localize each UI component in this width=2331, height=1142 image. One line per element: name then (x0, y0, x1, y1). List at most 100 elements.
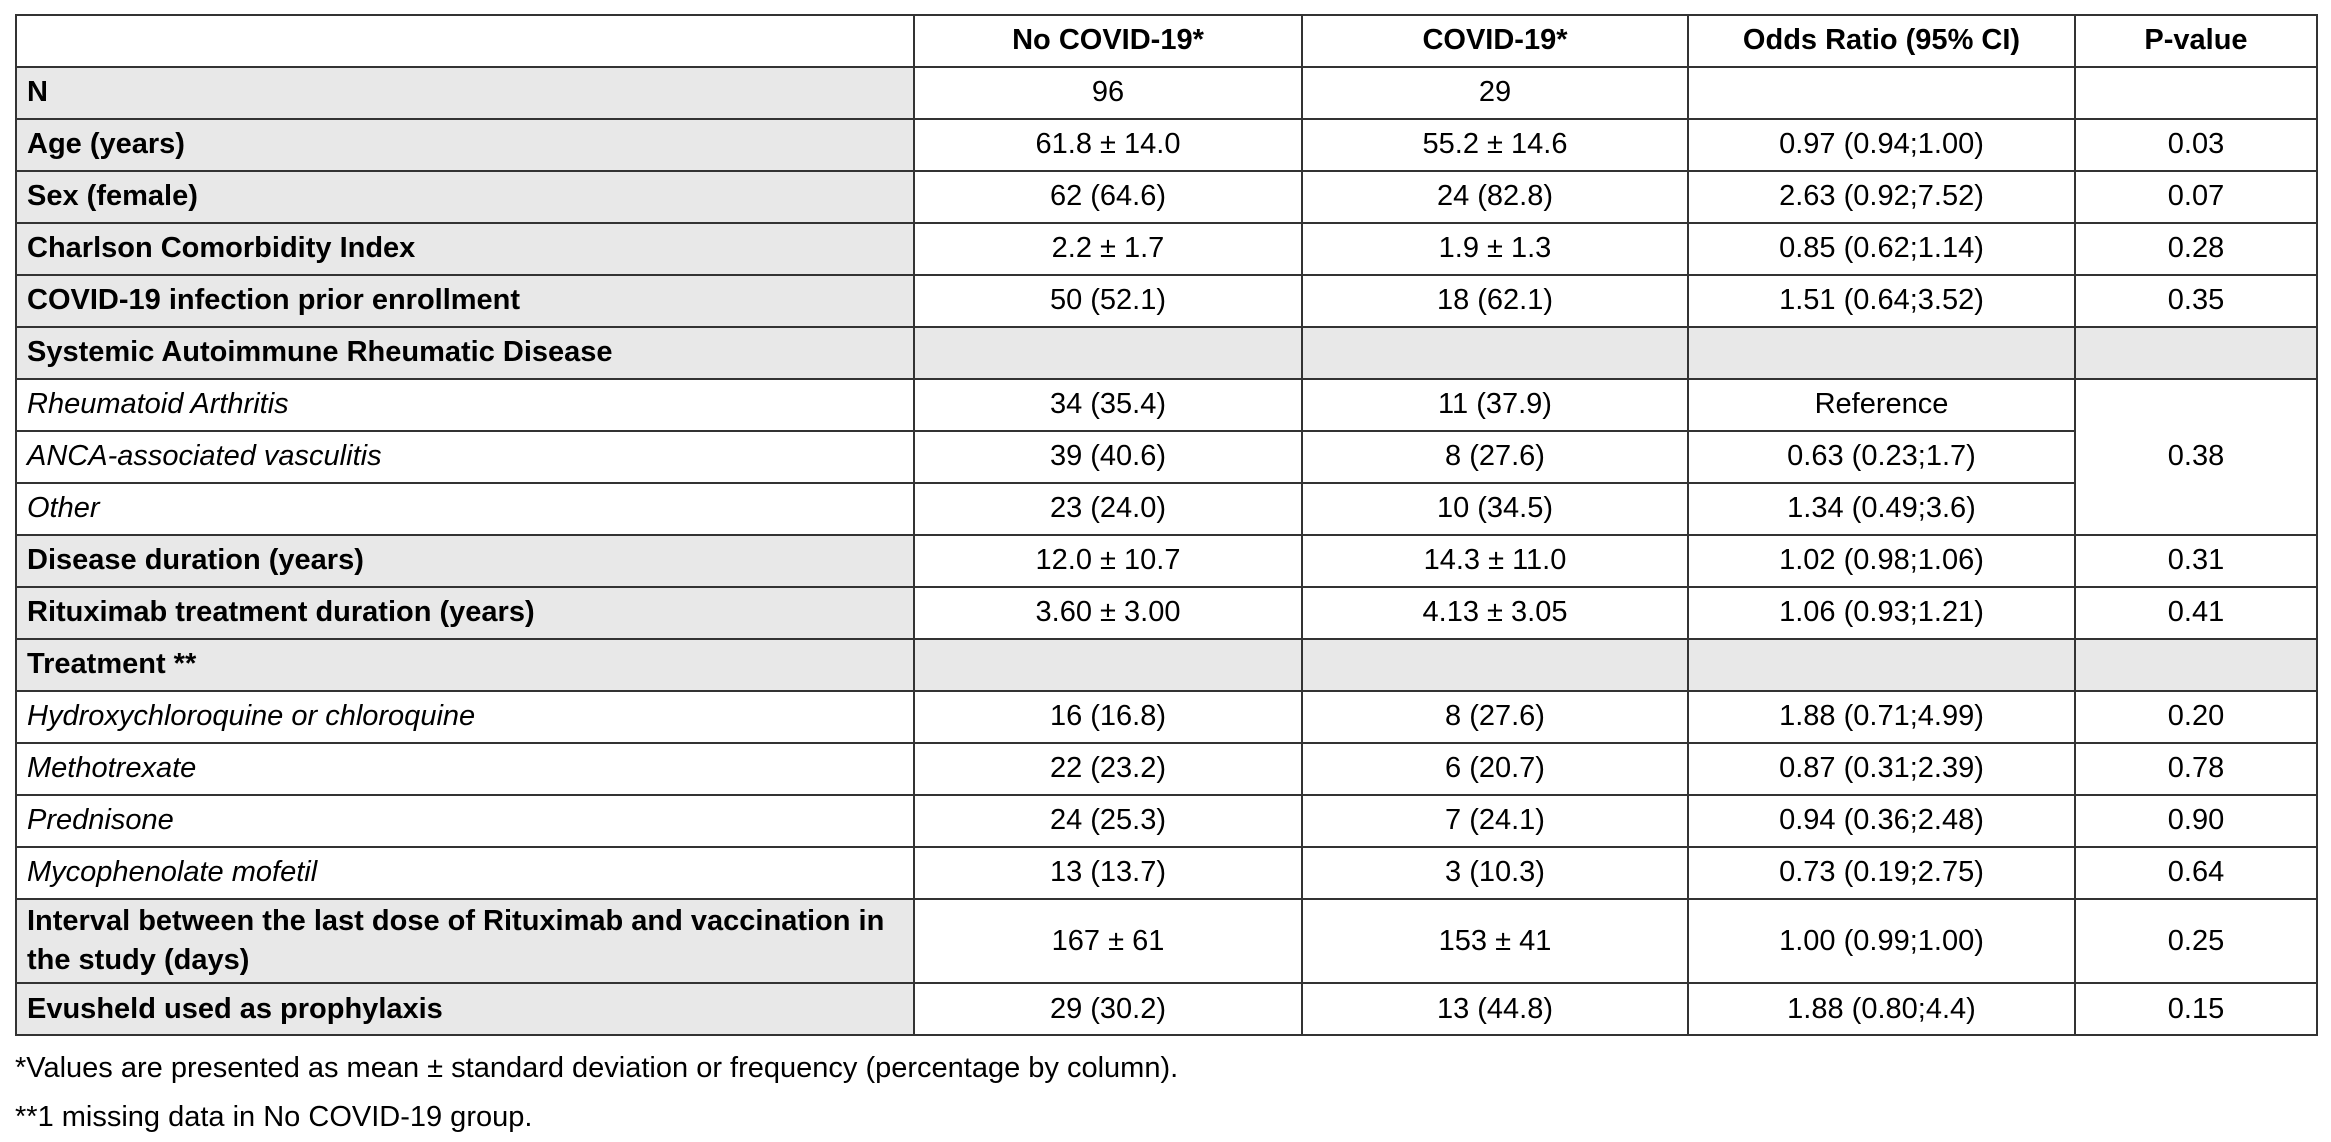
cell: 1.9 ± 1.3 (1301, 222, 1689, 276)
cell: 0.20 (2074, 690, 2318, 744)
cell-empty (1301, 326, 1689, 380)
cell: 2.63 (0.92;7.52) (1687, 170, 2076, 224)
cell-empty (1687, 638, 2076, 692)
cell: 8 (27.6) (1301, 690, 1689, 744)
cell: 61.8 ± 14.0 (913, 118, 1303, 172)
table-row: N 96 29 (15, 66, 2318, 120)
cell-empty (1687, 66, 2076, 120)
cell: 12.0 ± 10.7 (913, 534, 1303, 588)
row-label: Methotrexate (15, 742, 915, 796)
cell: 0.41 (2074, 586, 2318, 640)
table-row: Other 23 (24.0) 10 (34.5) 1.34 (0.49;3.6) (15, 482, 2317, 536)
table-row: Age (years) 61.8 ± 14.0 55.2 ± 14.6 0.97 (0… (15, 118, 2318, 172)
cell: 13 (13.7) (913, 846, 1303, 900)
cell: 24 (82.8) (1301, 170, 1689, 224)
row-label: Prednisone (15, 794, 915, 848)
cell: 1.34 (0.49;3.6) (1687, 482, 2076, 536)
column-header: No COVID-19* (913, 14, 1303, 68)
table-body: N 96 29 Age (years) 61.8 ± 14.0 55.2 ± 14.6 0.… (15, 66, 2318, 1037)
cell: 3.60 ± 3.00 (913, 586, 1303, 640)
row-label: Other (15, 482, 915, 536)
row-label: Mycophenolate mofetil (15, 846, 915, 900)
cell: 0.97 (0.94;1.00) (1687, 118, 2076, 172)
cell: 0.35 (2074, 274, 2318, 328)
cell: 34 (35.4) (913, 378, 1303, 432)
cell-empty (913, 326, 1303, 380)
table-row: Methotrexate 22 (23.2) 6 (20.7) 0.87 (0.31;… (15, 742, 2318, 796)
cell: 29 (1301, 66, 1689, 120)
cell: 55.2 ± 14.6 (1301, 118, 1689, 172)
cell: 0.31 (2074, 534, 2318, 588)
row-label: Charlson Comorbidity Index (15, 222, 915, 276)
column-header: P-value (2074, 14, 2318, 68)
cell: 1.88 (0.71;4.99) (1687, 690, 2076, 744)
cell: 39 (40.6) (913, 430, 1303, 484)
cell: 1.02 (0.98;1.06) (1687, 534, 2076, 588)
row-label: Evusheld used as prophylaxis (15, 982, 915, 1037)
table-row: Sex (female) 62 (64.6) 24 (82.8) 2.63 (0.92… (15, 170, 2318, 224)
header-blank (15, 14, 915, 68)
cell: 23 (24.0) (913, 482, 1303, 536)
cell: 6 (20.7) (1301, 742, 1689, 796)
cell: 13 (44.8) (1301, 982, 1689, 1037)
table-row: ANCA-associated vasculitis 39 (40.6) 8 (27… (15, 430, 2317, 484)
cell: 0.38 (2074, 378, 2318, 536)
cell: 1.00 (0.99;1.00) (1687, 897, 2076, 985)
cell: 3 (10.3) (1301, 846, 1689, 900)
cell-empty (913, 638, 1303, 692)
cell: 0.94 (0.36;2.48) (1687, 794, 2076, 848)
section-row: Systemic Autoimmune Rheumatic Disease (15, 326, 2318, 380)
cell: 29 (30.2) (913, 982, 1303, 1037)
table-row: Evusheld used as prophylaxis 29 (30.2) 13 … (15, 982, 2318, 1037)
row-label: Hydroxychloroquine or chloroquine (15, 690, 915, 744)
table-row: Rituximab treatment duration (years) 3.60… (15, 586, 2318, 640)
column-header: COVID-19* (1301, 14, 1689, 68)
row-label: Rituximab treatment duration (years) (15, 586, 915, 640)
section-label: Treatment ** (15, 638, 915, 692)
row-label: COVID-19 infection prior enrollment (15, 274, 915, 328)
row-label: N (15, 66, 915, 120)
table-row: Rheumatoid Arthritis 34 (35.4) 11 (37.9) Re… (15, 378, 2318, 536)
cell: 62 (64.6) (913, 170, 1303, 224)
cell: Reference (1687, 378, 2076, 432)
cell: 0.28 (2074, 222, 2318, 276)
cell-empty (2074, 66, 2318, 120)
table-row: Interval between the last dose of Rituxi… (15, 897, 2318, 985)
cell: 24 (25.3) (913, 794, 1303, 848)
cell: 8 (27.6) (1301, 430, 1689, 484)
cell-empty (2074, 326, 2318, 380)
table-row: Mycophenolate mofetil 13 (13.7) 3 (10.3) 0.… (15, 846, 2318, 900)
cell: 7 (24.1) (1301, 794, 1689, 848)
cell: 0.07 (2074, 170, 2318, 224)
cell: 1.06 (0.93;1.21) (1687, 586, 2076, 640)
cell: 167 ± 61 (913, 897, 1303, 985)
cell: 0.85 (0.62;1.14) (1687, 222, 2076, 276)
cell: 18 (62.1) (1301, 274, 1689, 328)
table-container: No COVID-19* COVID-19* Odds Ratio (95% CI)… (15, 14, 2318, 1142)
cell-empty (1301, 638, 1689, 692)
row-label: Interval between the last dose of Rituxi… (15, 897, 915, 985)
cell: 0.64 (2074, 846, 2318, 900)
cell: 50 (52.1) (913, 274, 1303, 328)
cell: 153 ± 41 (1301, 897, 1689, 985)
cell: 0.03 (2074, 118, 2318, 172)
footnote: **1 missing data in No COVID-19 group. (15, 1101, 533, 1134)
table-row: COVID-19 infection prior enrollment 50 (5… (15, 274, 2318, 328)
section-label: Systemic Autoimmune Rheumatic Disease (15, 326, 915, 380)
cell: 1.51 (0.64;3.52) (1687, 274, 2076, 328)
cell: 22 (23.2) (913, 742, 1303, 796)
cell: 96 (913, 66, 1303, 120)
cell: 10 (34.5) (1301, 482, 1689, 536)
cell: 0.78 (2074, 742, 2318, 796)
cell: 2.2 ± 1.7 (913, 222, 1303, 276)
column-header: Odds Ratio (95% CI) (1687, 14, 2076, 68)
cell: 1.88 (0.80;4.4) (1687, 982, 2076, 1037)
table-row: Prednisone 24 (25.3) 7 (24.1) 0.94 (0.36;2.… (15, 794, 2318, 848)
results-table: No COVID-19* COVID-19* Odds Ratio (95% CI)… (15, 14, 2318, 1037)
cell: 0.15 (2074, 982, 2318, 1037)
cell: 0.90 (2074, 794, 2318, 848)
row-label: Sex (female) (15, 170, 915, 224)
section-row: Treatment ** (15, 638, 2318, 692)
cell: 0.73 (0.19;2.75) (1687, 846, 2076, 900)
table-row: Charlson Comorbidity Index 2.2 ± 1.7 1.9 ±… (15, 222, 2318, 276)
